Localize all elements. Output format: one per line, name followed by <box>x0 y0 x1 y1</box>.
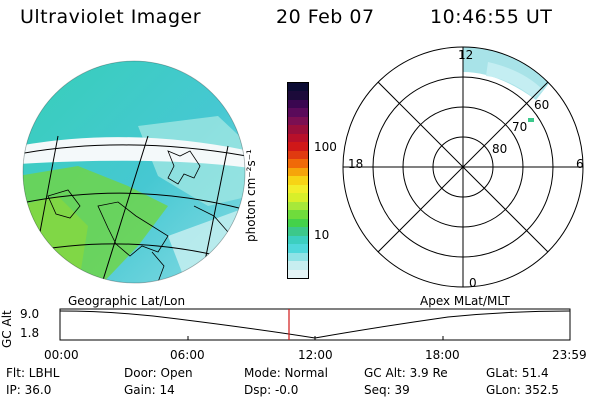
mlat-label-60: 60 <box>534 98 550 112</box>
polar-mlt-plot <box>342 46 584 288</box>
x-tick-0600: 06:00 <box>170 348 205 362</box>
x-tick-1200: 12:00 <box>298 348 333 362</box>
ip-info: IP: 36.0 <box>6 383 52 397</box>
mlat-label-80: 80 <box>492 142 508 156</box>
door-info: Door: Open <box>124 366 193 380</box>
color-scale-segment <box>288 133 308 143</box>
mlt-label-0: 0 <box>469 276 477 290</box>
geographic-label: Geographic Lat/Lon <box>68 294 186 308</box>
color-scale-tick-100: 100 <box>314 140 337 154</box>
gc-alt-axis-title: GC Alt <box>0 310 14 348</box>
mlat-label-70: 70 <box>512 120 528 134</box>
color-scale-segment <box>288 227 308 236</box>
x-tick-2359: 23:59 <box>552 348 587 362</box>
color-scale-segment <box>288 252 308 262</box>
instrument-title: Ultraviolet Imager <box>20 6 202 28</box>
time-label: 10:46:55 UT <box>430 6 553 28</box>
y-tick-1-8: 1.8 <box>20 326 40 340</box>
color-scale-segment <box>288 108 308 117</box>
color-scale-segment <box>288 116 308 126</box>
mlt-label-12: 12 <box>458 48 474 62</box>
color-scale-segment <box>288 210 308 219</box>
x-tick-0000: 00:00 <box>44 348 79 362</box>
color-scale-segment <box>288 184 308 194</box>
mlt-label-18: 18 <box>348 157 364 171</box>
geographic-globe-image <box>22 60 246 284</box>
color-scale-segment <box>288 261 308 270</box>
color-scale-segment <box>288 176 308 185</box>
color-scale-segment <box>288 125 308 134</box>
color-scale-segment <box>288 150 308 160</box>
mlt-label-6: 6 <box>576 157 584 171</box>
color-scale-bar <box>287 82 309 279</box>
color-scale-tick-10: 10 <box>314 228 330 242</box>
color-scale-segment <box>288 83 308 92</box>
glat-info: GLat: 51.4 <box>486 366 549 380</box>
color-scale-unit-label: photon cm⁻²s⁻¹ <box>244 149 258 242</box>
glon-info: GLon: 352.5 <box>486 383 559 397</box>
y-tick-9: 9.0 <box>20 307 40 321</box>
gc-alt-info: GC Alt: 3.9 Re <box>364 366 448 380</box>
color-scale-segment <box>288 201 308 211</box>
x-tick-1800: 18:00 <box>425 348 460 362</box>
color-scale-segment <box>288 269 308 279</box>
color-scale-segment <box>288 91 308 100</box>
date-label: 20 Feb 07 <box>276 6 375 28</box>
altitude-timeline-plot <box>59 308 571 341</box>
color-scale-segment <box>288 159 308 168</box>
color-scale-segment <box>288 235 308 245</box>
gain-info: Gain: 14 <box>124 383 175 397</box>
filter-info: Flt: LBHL <box>6 366 60 380</box>
color-scale-segment <box>288 193 308 202</box>
color-scale-segment <box>288 218 308 228</box>
color-scale-segment <box>288 142 308 151</box>
seq-info: Seq: 39 <box>364 383 410 397</box>
apex-label: Apex MLat/MLT <box>420 294 510 308</box>
color-scale-segment <box>288 99 308 109</box>
mode-info: Mode: Normal <box>244 366 328 380</box>
color-scale-segment <box>288 167 308 177</box>
color-scale-segment <box>288 244 308 253</box>
dsp-info: Dsp: -0.0 <box>244 383 299 397</box>
